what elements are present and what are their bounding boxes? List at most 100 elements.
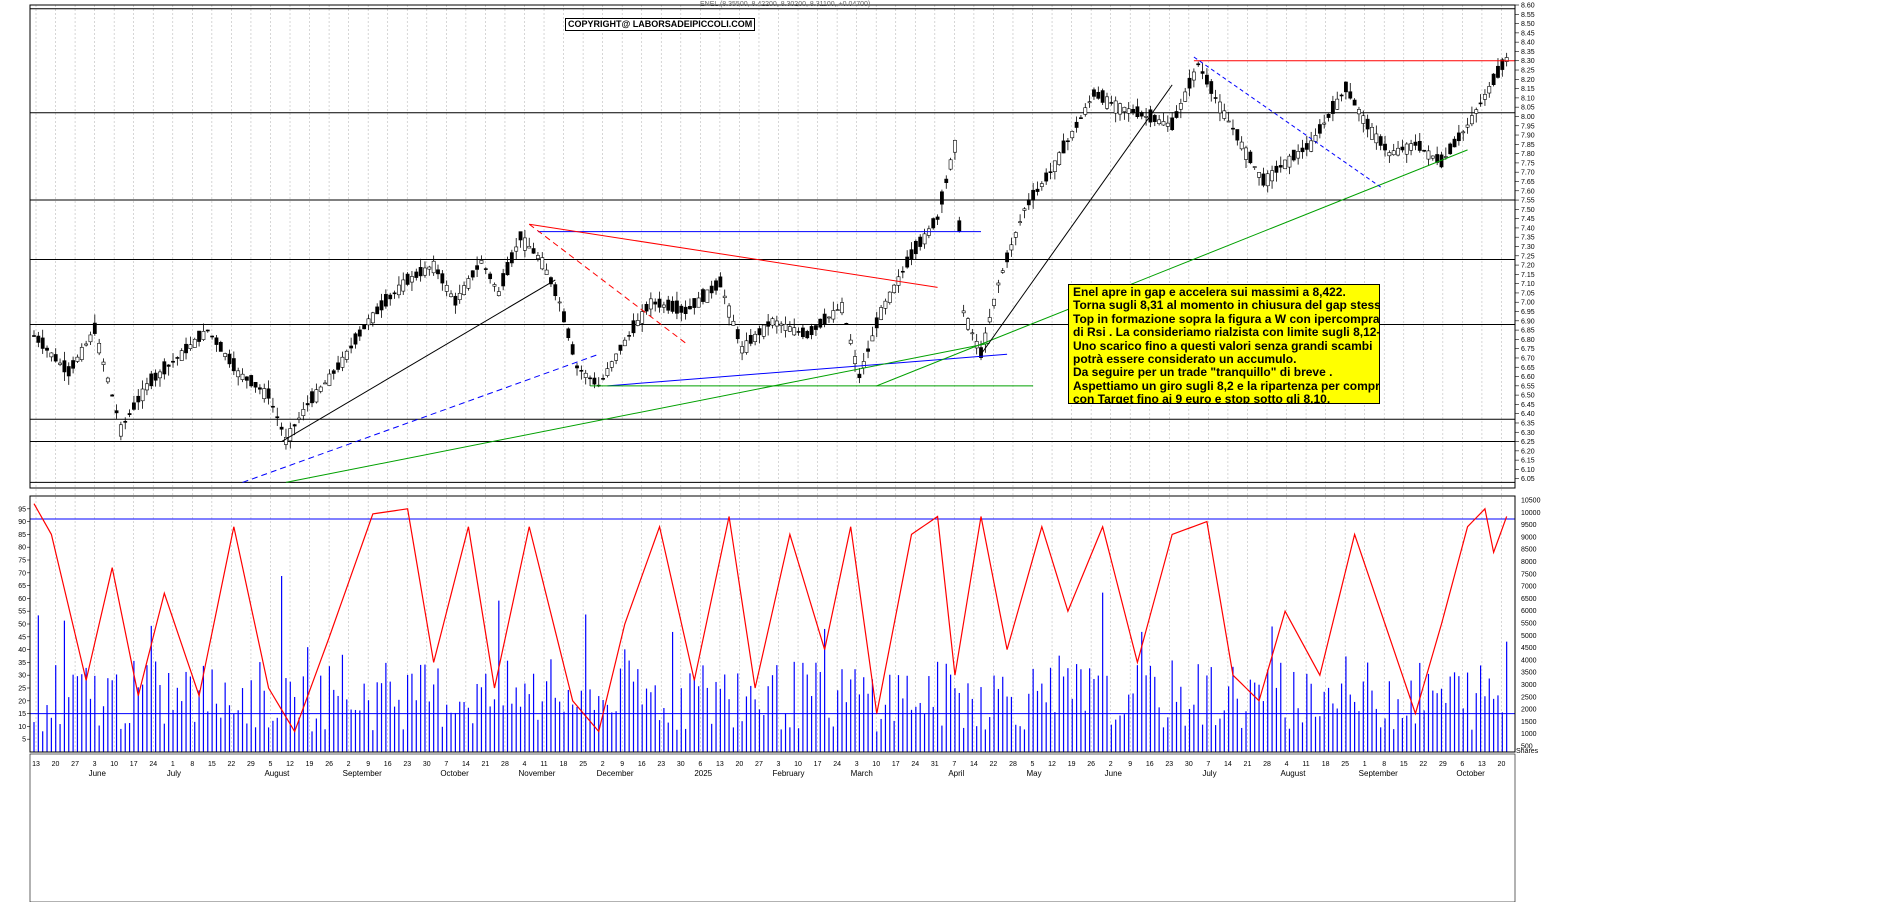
day-tick-label: 18: [1322, 761, 1330, 768]
day-tick-label: 22: [1419, 761, 1427, 768]
day-tick-label: 12: [286, 761, 294, 768]
candle-body: [1261, 173, 1266, 186]
day-tick-label: 7: [444, 761, 448, 768]
price-tick-label: 8.40: [1521, 40, 1535, 47]
candle-body: [1413, 141, 1418, 146]
candle-body: [340, 356, 345, 368]
candle-body: [953, 140, 957, 153]
candle-body: [231, 358, 236, 372]
candle-body: [218, 342, 223, 352]
candle-body: [705, 289, 710, 303]
candle-body: [114, 410, 119, 414]
candle-body: [488, 273, 493, 280]
candle-body: [466, 278, 471, 289]
price-tick-label: 7.50: [1521, 207, 1535, 214]
candle-body: [648, 298, 653, 310]
day-tick-label: 22: [227, 761, 235, 768]
candle-body: [84, 343, 89, 346]
candle-body: [118, 424, 123, 437]
candle-body: [158, 371, 162, 379]
candle-body: [1109, 102, 1114, 104]
candle-body: [1430, 155, 1435, 159]
price-tick-label: 6.20: [1521, 448, 1535, 455]
candle-body: [184, 343, 188, 354]
candle-body: [622, 339, 627, 347]
candle-body: [440, 273, 445, 284]
candle-body: [136, 395, 141, 403]
candle-body: [423, 267, 427, 276]
volume-tick-label: 3000: [1521, 682, 1537, 689]
day-tick-label: 11: [1302, 761, 1309, 768]
candle-body: [1022, 208, 1027, 211]
price-tick-label: 8.20: [1521, 77, 1535, 84]
candle-body: [1157, 119, 1162, 125]
candle-body: [205, 329, 210, 332]
candle-body: [179, 350, 184, 361]
candle-body: [509, 252, 514, 264]
candle-body: [1504, 57, 1509, 62]
candle-body: [1031, 189, 1036, 201]
note-line: Enel apre in gap e accelera sui massimi …: [1073, 285, 1346, 299]
date-axis-frame: [29, 753, 1516, 902]
day-tick-label: 31: [931, 761, 939, 768]
candle-body: [744, 340, 749, 353]
day-tick-label: 29: [247, 761, 255, 768]
volume-tick-label: 4500: [1521, 645, 1537, 652]
month-label: November: [518, 769, 555, 778]
candle-body: [601, 378, 605, 380]
candle-body: [1178, 103, 1183, 110]
candle-body: [913, 240, 918, 255]
candle-body: [262, 388, 267, 400]
candle-body: [1383, 143, 1387, 151]
candle-body: [496, 291, 501, 296]
candle-body: [201, 331, 206, 340]
note-line: con Target fino ai 9 euro e stop sotto g…: [1073, 392, 1331, 404]
candle-body: [1174, 111, 1179, 118]
candle-body: [505, 262, 510, 276]
price-tick-label: 7.35: [1521, 235, 1535, 242]
candle-body: [1161, 121, 1166, 126]
price-tick-label: 7.55: [1521, 198, 1535, 205]
candle-body: [1057, 152, 1062, 165]
candle-body: [592, 377, 597, 385]
day-tick-label: 20: [52, 761, 60, 768]
day-tick-label: 25: [579, 761, 587, 768]
candle-body: [257, 387, 262, 390]
day-tick-label: 23: [657, 761, 665, 768]
day-tick-label: 3: [777, 761, 781, 768]
candle-body: [575, 365, 579, 369]
trend-line: [876, 149, 1468, 387]
day-tick-label: 13: [716, 761, 724, 768]
candle-body: [935, 216, 940, 220]
candle-body: [475, 265, 480, 270]
day-tick-label: 8: [190, 761, 194, 768]
candle-body: [883, 300, 888, 309]
candle-body: [1118, 103, 1122, 115]
candle-body: [331, 370, 336, 374]
volume-tick-label: 1000: [1521, 731, 1537, 738]
rsi-tick-label: 40: [18, 647, 26, 654]
candle-body: [436, 269, 440, 275]
candle-body: [527, 245, 532, 249]
candle-body: [818, 318, 823, 328]
candle-body: [1265, 173, 1270, 187]
candle-body: [557, 301, 562, 304]
volume-tick-label: 8000: [1521, 559, 1537, 566]
note-line: Aspettiamo un giro sugli 8,2 e la ripart…: [1073, 378, 1380, 393]
candle-body: [709, 285, 714, 294]
candle-body: [223, 353, 228, 357]
month-label: February: [773, 769, 805, 778]
candle-body: [1409, 143, 1413, 151]
candle-body: [870, 335, 875, 342]
candle-body: [940, 191, 944, 205]
price-tick-label: 7.25: [1521, 253, 1535, 260]
candle-body: [1344, 81, 1348, 93]
day-tick-label: 17: [814, 761, 822, 768]
candle-body: [614, 353, 619, 361]
candle-body: [1378, 136, 1383, 146]
candle-body: [1500, 59, 1505, 70]
candle-body: [518, 231, 523, 241]
day-tick-label: 19: [306, 761, 314, 768]
candle-body: [774, 320, 779, 327]
candle-body: [175, 357, 180, 359]
